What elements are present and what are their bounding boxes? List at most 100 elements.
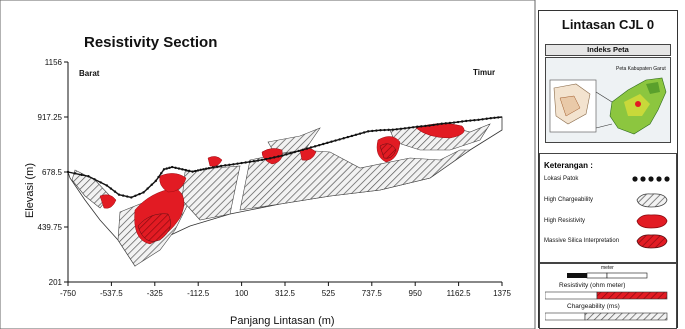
survey-stake — [215, 165, 219, 168]
survey-stake — [424, 124, 427, 128]
survey-stake — [232, 163, 235, 166]
line-title: Lintasan CJL 0 — [561, 17, 655, 32]
survey-stake — [293, 150, 296, 154]
survey-stake — [309, 146, 313, 149]
resistivity-zone — [99, 194, 117, 209]
survey-stake — [305, 147, 309, 150]
scale-unit: meter — [601, 265, 614, 271]
survey-stake — [481, 118, 484, 121]
survey-stake — [411, 126, 415, 129]
survey-stake — [244, 161, 247, 164]
survey-stake — [194, 169, 197, 173]
survey-stake — [268, 157, 272, 160]
legend-label-resistivity: High Resistivity — [544, 218, 586, 224]
chargeability-colorbar — [545, 312, 668, 321]
survey-stake — [465, 119, 468, 123]
x-tick-label: -112.5 — [187, 289, 210, 298]
survey-stake — [219, 164, 223, 168]
survey-stake — [403, 127, 407, 130]
survey-stake — [452, 121, 456, 124]
survey-stake — [240, 161, 243, 165]
legend-symbol-dots — [632, 176, 670, 182]
survey-stake — [165, 167, 168, 170]
survey-stake — [150, 183, 153, 186]
chargeability-zone — [239, 149, 471, 211]
survey-stake — [162, 168, 166, 171]
survey-stake — [313, 145, 317, 148]
survey-stake — [121, 194, 125, 197]
y-tick-label: 678.5 — [42, 168, 63, 177]
survey-stake — [207, 166, 211, 170]
survey-stake — [428, 124, 431, 127]
survey-stake — [99, 181, 102, 184]
survey-stake — [146, 187, 149, 190]
map-image — [546, 58, 670, 142]
annotation-barat: Barat — [79, 69, 100, 78]
survey-stake — [297, 149, 300, 153]
survey-stake — [260, 158, 264, 162]
y-tick-group: 1156 917.25 678.5 439.75 201 — [38, 58, 68, 287]
survey-stake — [105, 184, 109, 187]
survey-stake — [211, 166, 215, 169]
survey-stake — [196, 169, 200, 172]
survey-stake — [134, 194, 137, 197]
survey-stake — [432, 123, 435, 127]
x-tick-label: 950 — [409, 289, 423, 298]
survey-stake — [407, 126, 411, 130]
inset-caption: Peta Kabupaten Garut — [616, 66, 666, 72]
survey-stake — [440, 122, 443, 125]
survey-stake — [154, 179, 158, 183]
survey-stake — [375, 129, 378, 132]
x-tick-label: 312.5 — [275, 289, 296, 298]
survey-stake — [252, 160, 256, 163]
survey-stake — [177, 167, 181, 170]
legend-title: Keterangan : — [544, 161, 593, 170]
survey-stake — [248, 160, 251, 164]
legend-symbol-hatched — [636, 193, 668, 208]
x-tick-label: -750 — [60, 289, 77, 298]
survey-stake — [142, 191, 145, 194]
survey-stake — [342, 137, 345, 140]
survey-stake — [485, 117, 488, 120]
survey-stake — [168, 166, 171, 170]
survey-stake — [301, 148, 305, 151]
survey-stake — [469, 119, 472, 122]
survey-stake — [358, 132, 362, 135]
legend-label-chargeability: High Chargeability — [544, 197, 594, 203]
survey-stake — [289, 152, 292, 155]
chart-title: Resistivity Section — [84, 34, 217, 51]
survey-stake — [130, 196, 133, 199]
y-tick-label: 1156 — [45, 58, 63, 67]
survey-stake — [318, 143, 321, 147]
survey-stake — [174, 166, 177, 170]
x-tick-label: -325 — [147, 289, 164, 298]
survey-stake — [493, 116, 496, 120]
survey-stake — [383, 128, 386, 132]
survey-stake — [460, 120, 464, 123]
y-tick-label: 201 — [49, 278, 63, 287]
x-tick-label: 100 — [235, 289, 249, 298]
survey-stake — [273, 156, 276, 159]
survey-stake — [436, 123, 439, 126]
legend-symbol-red — [636, 214, 668, 229]
annotation-timur: Timur — [473, 68, 495, 77]
x-tick-label: 525 — [322, 289, 336, 298]
survey-stake — [199, 168, 202, 172]
survey-stake — [330, 140, 333, 143]
x-tick-label: 737.5 — [362, 289, 383, 298]
survey-stake — [277, 155, 280, 158]
survey-stake — [264, 157, 268, 161]
survey-stake — [489, 117, 492, 120]
resistivity-colorbar — [545, 291, 668, 300]
resistivity-scale-label: Resistivity (ohm meter) — [559, 282, 626, 289]
survey-stake — [448, 121, 452, 125]
survey-stake — [477, 118, 480, 122]
survey-stake — [399, 127, 403, 131]
survey-stake — [367, 130, 370, 133]
info-panel: Lintasan CJL 0 Indeks Peta Peta Kabupate… — [538, 10, 678, 329]
survey-stake — [420, 125, 423, 128]
survey-stake — [334, 139, 337, 142]
survey-stake — [387, 128, 390, 132]
y-axis-label: Elevasi (m) — [24, 163, 36, 218]
survey-stake — [157, 175, 160, 179]
